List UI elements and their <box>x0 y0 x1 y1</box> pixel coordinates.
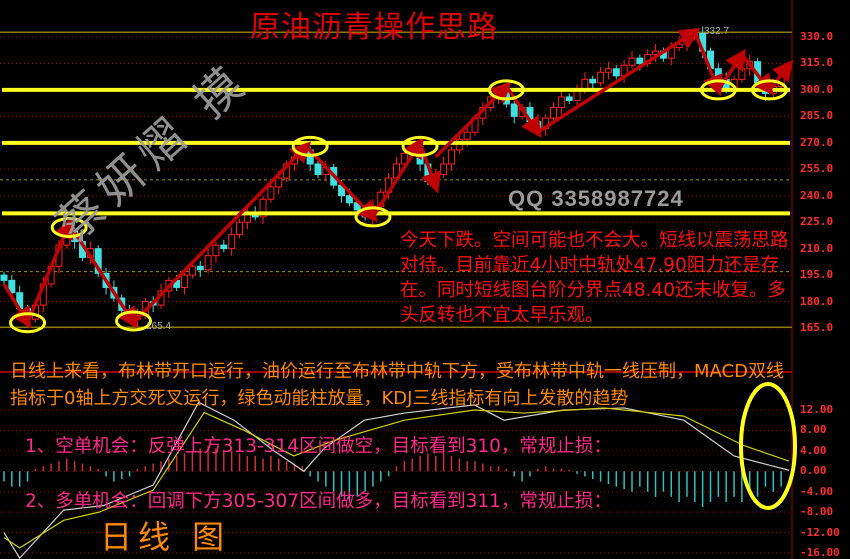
highlight-circle <box>115 310 153 332</box>
macd-tick-label: -12.00 <box>800 525 840 539</box>
candle-up <box>204 255 212 271</box>
candle-up <box>275 177 283 188</box>
highlight-circle <box>9 312 47 334</box>
candle-up <box>440 163 448 176</box>
trend-arrow <box>418 142 441 194</box>
price-tick-label: 330.0 <box>800 30 834 43</box>
trend-arrow <box>434 81 512 159</box>
candle-down <box>345 195 353 204</box>
macd-tick-label: 8.00 <box>800 423 827 437</box>
candle-down <box>510 103 518 117</box>
price-tick-label: 180.0 <box>800 294 834 308</box>
macd-tick-label: 12.00 <box>800 403 834 416</box>
highlight-circle <box>354 206 392 228</box>
price-tick-label: 285.0 <box>800 109 834 123</box>
high-price-label: 332.7 <box>704 26 730 37</box>
candle-up <box>628 57 636 66</box>
candle-up <box>550 107 557 119</box>
chart-title: 原油沥青操作思路 <box>250 10 498 45</box>
daily-chart-label: 日线 图 <box>100 518 231 556</box>
trend-arrow <box>536 27 701 134</box>
highlight-circle <box>291 135 329 157</box>
macd-highlight-ellipse <box>739 382 797 510</box>
candle-up <box>267 186 275 200</box>
candle-down <box>565 96 573 101</box>
highlight-circle <box>50 216 88 238</box>
macd-tick-label: 0.00 <box>800 464 827 478</box>
macd-dif-line <box>3 401 790 559</box>
price-tick-label: 195.0 <box>800 268 834 282</box>
candle-up <box>738 68 746 80</box>
trend-arrow <box>740 53 774 96</box>
trend-arrow <box>716 48 746 91</box>
candle-down <box>636 57 644 64</box>
price-tick-label: 240.0 <box>800 188 834 202</box>
trend-arrow <box>132 141 312 324</box>
price-tick-label: 165.0 <box>800 321 834 334</box>
macd-tick-label: -8.00 <box>800 505 834 519</box>
highlight-circle <box>699 79 737 101</box>
candle-up <box>236 221 243 236</box>
candle-up <box>447 149 455 165</box>
highlight-circle <box>401 135 439 157</box>
price-tick-label: 315.0 <box>800 56 834 70</box>
macd-tick-label: -16.00 <box>800 546 840 559</box>
candle-down <box>714 68 722 80</box>
long-opportunity: 2、多单机会：回调下方305-307区间做多，目标看到311，常规止损： <box>25 491 612 512</box>
trend-arrow <box>25 217 74 324</box>
price-tick-label: 255.0 <box>800 162 834 176</box>
price-tick-label: 300.0 <box>800 82 834 96</box>
qq-contact: QQ 3358987724 <box>508 186 684 211</box>
price-tick-label: 270.0 <box>800 135 834 149</box>
candle-down <box>314 163 322 176</box>
daily-analysis-note: 日线上来看，布林带开口运行，油价运行至布林带中轨下方，受布林带中轨一线压制，MA… <box>10 361 784 409</box>
price-tick-label: 210.0 <box>800 241 834 255</box>
candle-up <box>188 265 196 276</box>
price-tick-label: 225.0 <box>800 215 834 229</box>
candle-down <box>612 68 620 77</box>
candle-down <box>220 244 228 250</box>
candle-down <box>589 78 597 84</box>
candle-down <box>0 274 8 281</box>
macd-tick-label: 4.00 <box>800 443 827 457</box>
macd-dea-line <box>3 407 790 549</box>
candle-down <box>8 279 16 294</box>
highlight-circle <box>750 79 788 101</box>
candle-up <box>463 131 471 140</box>
candle-up <box>597 71 605 84</box>
trend-arrow <box>2 283 32 329</box>
highlight-circle <box>487 79 525 101</box>
candle-up <box>557 96 565 109</box>
candle-up <box>604 68 612 73</box>
candle-up <box>212 244 220 257</box>
candle-up <box>259 198 267 218</box>
short-term-note: 今天下跌。空间可能也不会大。短线以震荡思路对待。目前靠近4小时中轨处47.90阻… <box>400 230 789 326</box>
trend-arrow <box>67 222 138 329</box>
candle-down <box>196 265 204 271</box>
trend-arrow <box>768 59 794 91</box>
short-opportunity: 1、空单机会：反弹上方313-314区间做空，目标看到310，常规止损： <box>25 436 612 457</box>
low-price-label: 165.4 <box>146 321 172 332</box>
candle-up <box>181 274 189 288</box>
candle-up <box>228 234 236 250</box>
trend-arrow <box>304 145 378 222</box>
macd-tick-label: -4.00 <box>800 484 834 498</box>
trend-arrow <box>504 85 542 139</box>
